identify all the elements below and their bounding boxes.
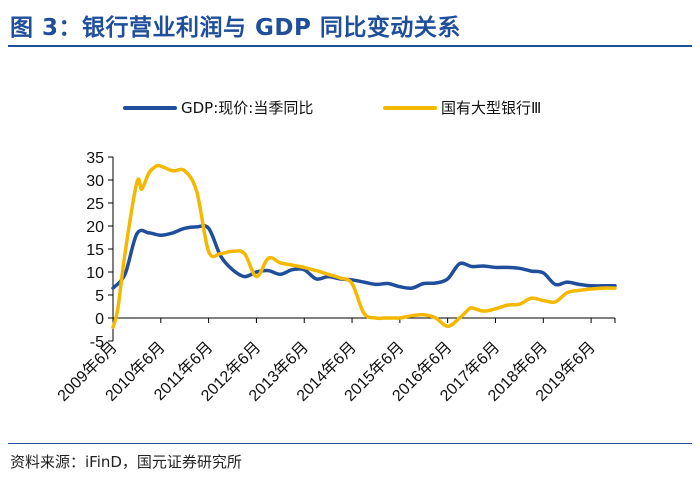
y-tick-label: 20 [86,219,104,236]
title-divider [8,45,692,47]
y-tick-label: 10 [86,265,104,282]
y-tick-label: -5 [90,334,104,351]
series-group [111,163,617,329]
legend-label: GDP:现价:当季同比 [181,99,313,117]
source-note: 资料来源：iFinD，国元证券研究所 [10,453,242,471]
page-title: 图 3：银行营业利润与 GDP 同比变动关系 [10,15,461,41]
gdp-series-line [111,223,617,290]
y-tick-label: 35 [86,150,104,167]
y-tick-label: 30 [86,173,104,190]
bank-series-line [111,163,617,329]
y-tick-label: 25 [86,196,104,213]
source-divider [8,443,692,444]
line-chart: GDP:现价:当季同比 国有大型银行Ⅲ -5051015202530352009年… [54,99,617,405]
y-tick-label: 0 [95,311,104,328]
legend: GDP:现价:当季同比 国有大型银行Ⅲ [123,99,541,117]
y-tick-label: 15 [86,242,104,259]
legend-label: 国有大型银行Ⅲ [441,99,541,117]
y-tick-label: 5 [95,288,104,305]
